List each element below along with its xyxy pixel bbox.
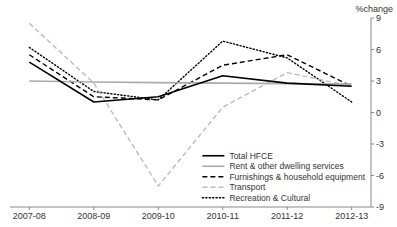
x-tick-label: 2008-09 xyxy=(77,211,110,221)
y-tick xyxy=(371,175,374,176)
y-tick-label: 3 xyxy=(376,76,381,86)
legend-swatch xyxy=(202,197,224,198)
x-tick xyxy=(93,207,94,210)
x-tick-label: 2012-13 xyxy=(335,211,368,221)
x-axis-line xyxy=(10,207,371,208)
legend-label: Furnishings & household equipment xyxy=(229,172,365,182)
y-tick-label: -6 xyxy=(376,171,384,181)
y-tick xyxy=(371,81,374,82)
legend-swatch xyxy=(202,187,224,188)
y-tick-label: 6 xyxy=(376,45,381,55)
series-line xyxy=(29,62,351,102)
chart: -9 -6 -3 0 3 6 9 2007-08 2008-09 2009-10 2010-11 20… xyxy=(0,0,397,227)
x-tick xyxy=(29,207,30,210)
x-tick xyxy=(351,207,352,210)
legend-swatch xyxy=(202,176,224,177)
x-tick xyxy=(287,207,288,210)
y-tick-label: 9 xyxy=(376,13,381,23)
y-tick xyxy=(371,18,374,19)
x-tick-label: 2011-12 xyxy=(271,211,303,221)
y-tick-label: -3 xyxy=(376,139,384,149)
y-tick xyxy=(371,144,374,145)
y-tick-label: 0 xyxy=(376,108,381,118)
legend-swatch xyxy=(202,155,224,157)
legend-label: Transport xyxy=(229,182,266,192)
legend-label: Rent & other dwelling services xyxy=(229,161,343,171)
legend-label: Total HFCE xyxy=(229,151,273,161)
series-line xyxy=(29,41,351,102)
y-tick xyxy=(371,49,374,50)
y-tick xyxy=(371,112,374,113)
series-line xyxy=(29,55,351,100)
x-tick xyxy=(222,207,223,210)
legend-label: Recreation & Cultural xyxy=(229,193,310,203)
legend: Total HFCERent & other dwelling services… xyxy=(202,151,365,203)
x-tick-label: 2009-10 xyxy=(142,211,175,221)
y-tick xyxy=(371,207,374,208)
x-tick xyxy=(158,207,159,210)
y-tick-label: -9 xyxy=(376,202,384,212)
series-line xyxy=(29,23,351,186)
y-axis-label: %change xyxy=(355,4,393,14)
x-tick-label: 2010-11 xyxy=(207,211,239,221)
lines xyxy=(29,23,351,186)
legend-swatch xyxy=(202,165,224,167)
x-tick-label: 2007-08 xyxy=(13,211,46,221)
